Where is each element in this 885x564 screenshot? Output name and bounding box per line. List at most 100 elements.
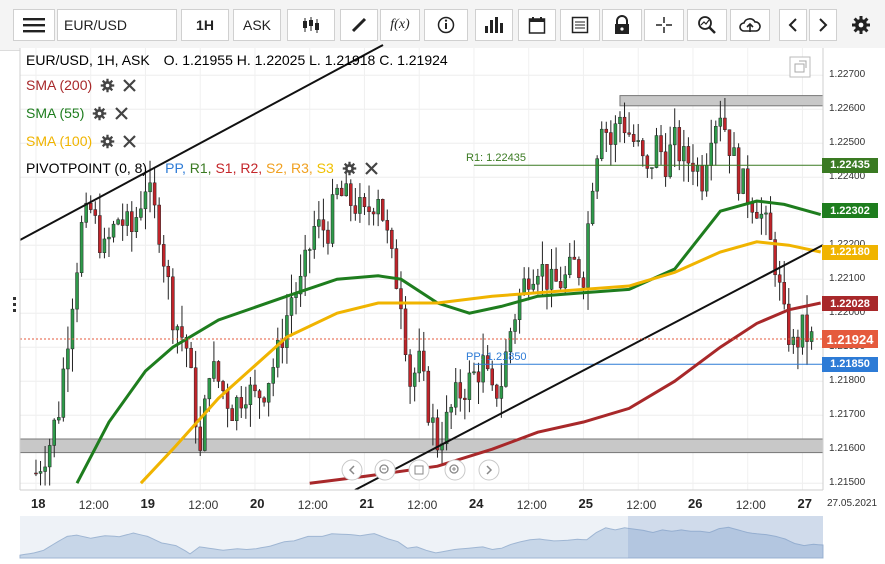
calendar-icon	[528, 17, 546, 34]
pivot-legend-item: S2,	[266, 160, 291, 176]
candle-body	[691, 162, 695, 172]
candle-body	[175, 326, 180, 331]
fullscreen-button[interactable]	[789, 56, 811, 78]
candle-body	[741, 168, 745, 194]
price-tag: 1.22180	[822, 244, 878, 260]
zoom-reset-button[interactable]	[408, 459, 430, 481]
candle-body	[554, 268, 558, 282]
lock-button[interactable]	[602, 9, 642, 41]
candle-body	[134, 217, 139, 232]
close-icon[interactable]	[123, 78, 136, 92]
candle-body	[777, 274, 782, 283]
trendline-lower[interactable]	[354, 244, 824, 491]
crosshair-icon	[656, 17, 672, 33]
candle-body	[225, 390, 230, 409]
candle-body	[116, 219, 120, 225]
candle-body	[289, 297, 294, 316]
time-axis[interactable]	[20, 490, 823, 516]
chevron-left-icon	[788, 18, 797, 32]
candle-body	[88, 202, 93, 210]
candle-body	[499, 386, 504, 399]
zoom-icon	[698, 16, 716, 34]
price-tick-label: 1.22500	[829, 137, 866, 149]
candle-body	[618, 116, 622, 125]
candle-body	[189, 348, 193, 368]
zoom-button[interactable]	[687, 9, 727, 41]
info-button[interactable]	[424, 9, 468, 41]
settings-button[interactable]	[845, 9, 877, 41]
candle-body	[686, 146, 691, 164]
zoom-scroll-left-button[interactable]	[341, 459, 363, 481]
trendline-upper[interactable]	[19, 44, 384, 241]
candle-body	[221, 381, 225, 391]
zoom-in-button[interactable]	[444, 459, 466, 481]
price-tag: 1.22435	[822, 157, 878, 173]
candle-body	[335, 187, 339, 195]
volume-icon	[485, 17, 503, 33]
price-axis[interactable]	[823, 48, 885, 490]
navigator-window[interactable]	[628, 516, 823, 558]
candle-body	[371, 211, 376, 215]
price-tick-label: 1.21800	[829, 375, 866, 387]
candle-body	[782, 282, 786, 305]
menu-button[interactable]	[13, 9, 55, 41]
gear-icon[interactable]	[100, 78, 115, 93]
candle-body	[641, 140, 645, 157]
indicator-sma-100[interactable]: SMA (100)	[26, 130, 136, 152]
candle-body	[755, 211, 759, 219]
gear-icon[interactable]	[92, 106, 107, 121]
symbol-selector[interactable]: EUR/USD	[57, 9, 177, 41]
candle-body	[727, 129, 732, 156]
gear-icon[interactable]	[100, 134, 115, 149]
candle-body	[193, 367, 198, 428]
close-icon[interactable]	[115, 106, 129, 120]
time-tick-label: 12:00	[516, 498, 547, 512]
candle-body	[38, 471, 43, 474]
pivot-legend-item: S3	[316, 160, 334, 176]
candle-body	[745, 168, 750, 204]
price-type-selector[interactable]: ASK	[233, 9, 281, 41]
drag-handle[interactable]	[13, 297, 16, 312]
time-tick-label: 24	[468, 496, 484, 511]
indicator-sma-55[interactable]: SMA (55)	[26, 102, 129, 124]
candle-body	[212, 361, 216, 379]
zoom-out-button[interactable]	[374, 459, 396, 481]
crosshair-button[interactable]	[644, 9, 684, 41]
scroll-left-button[interactable]	[779, 9, 807, 41]
candle-body	[107, 236, 111, 240]
candle-body	[704, 165, 709, 192]
volume-button[interactable]	[475, 9, 513, 41]
lock-icon	[615, 15, 629, 34]
candle-body	[394, 248, 399, 289]
close-icon[interactable]	[123, 134, 136, 148]
gear-icon[interactable]	[342, 161, 357, 176]
pp-line-label: PP: 1.21850	[466, 351, 527, 364]
draw-button[interactable]	[340, 9, 378, 41]
close-icon[interactable]	[364, 161, 378, 175]
function-button[interactable]: f(x)	[380, 9, 420, 41]
candle-body	[380, 199, 385, 221]
chart-type-button[interactable]	[287, 9, 335, 41]
timeframe-selector[interactable]: 1H	[181, 9, 229, 41]
price-tag: 1.22028	[822, 296, 878, 312]
time-tick-label: 25	[578, 496, 593, 511]
indicator-pivotpoint[interactable]: PIVOTPOINT (0, 8) PP, R1, S1, R2, S2, R3…	[26, 157, 378, 179]
price-tag: 1.21850	[822, 356, 878, 372]
indicator-sma-200[interactable]: SMA (200)	[26, 74, 136, 96]
pivot-legend-item: PP,	[165, 160, 190, 176]
candle-body	[577, 259, 581, 278]
candle-body	[805, 314, 809, 342]
candle-body	[408, 354, 412, 387]
scroll-right-button[interactable]	[809, 9, 837, 41]
candle-body	[604, 128, 609, 133]
news-button[interactable]	[560, 9, 600, 41]
zoom-scroll-right-button[interactable]	[478, 459, 500, 481]
price-tick-label: 1.22100	[829, 273, 866, 285]
candle-body	[417, 350, 421, 374]
toolbar: EUR/USD 1H ASK f(x)	[0, 0, 885, 51]
candle-body	[349, 183, 353, 206]
upload-button[interactable]	[730, 9, 770, 41]
calendar-button[interactable]	[518, 9, 556, 41]
pivot-legend-item: S1,	[215, 160, 241, 176]
